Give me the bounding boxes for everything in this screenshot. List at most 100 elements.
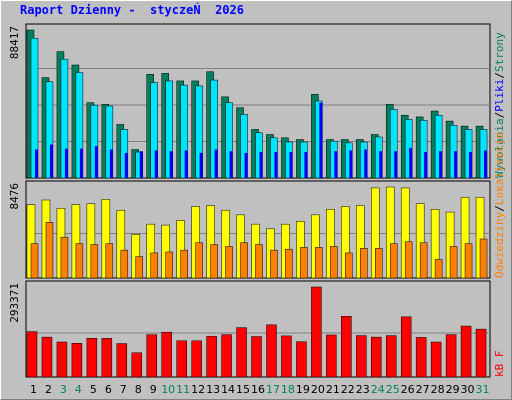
bar-odwiedziny-26 <box>404 241 413 279</box>
bar-pliki-12 <box>195 85 203 179</box>
bar-kbf-24 <box>371 336 382 378</box>
bar-kbf-7 <box>116 343 128 378</box>
x-tick-label: 28 <box>431 383 445 396</box>
bar-pliki-4 <box>75 72 84 179</box>
bar-kbf-30 <box>460 325 472 378</box>
bar-kbf-14 <box>221 334 232 378</box>
bar-odwiedziny-11 <box>180 249 188 279</box>
x-tick-label: 21 <box>326 383 340 396</box>
legend-item: / <box>493 72 506 79</box>
x-tick-label: 15 <box>236 383 250 396</box>
bar-strony-30 <box>469 152 473 178</box>
bar-odwiedziny-1 <box>30 243 39 279</box>
bar-kbf-17 <box>266 324 277 378</box>
bar-strony-4 <box>79 148 83 178</box>
bar-strony-11 <box>184 150 188 178</box>
bar-strony-20 <box>319 102 323 178</box>
bar-odwiedziny-10 <box>165 251 173 279</box>
x-tick-label: 18 <box>281 383 295 396</box>
legend-label: Odwiedziny/Lokalizacje <box>493 132 506 278</box>
bar-strony-25 <box>394 151 398 178</box>
bar-kbf-10 <box>161 331 172 378</box>
bar-odwiedziny-25 <box>389 243 398 279</box>
bar-odwiedziny-27 <box>419 242 428 279</box>
bar-strony-27 <box>424 152 428 178</box>
x-tick-label: 9 <box>150 383 157 396</box>
bar-kbf-11 <box>176 340 187 378</box>
bar-kbf-28 <box>430 341 442 378</box>
bar-strony-2 <box>49 144 53 178</box>
bar-pliki-5 <box>90 104 99 179</box>
bar-strony-21 <box>334 151 338 178</box>
bar-odwiedziny-19 <box>300 247 308 279</box>
bar-odwiedziny-30 <box>464 243 473 279</box>
bar-pliki-13 <box>210 79 218 179</box>
bar-odwiedziny-31 <box>479 238 488 279</box>
bar-strony-14 <box>229 151 233 178</box>
bar-pliki-1 <box>30 37 39 179</box>
legend-item: kB F <box>493 351 506 378</box>
bar-kbf-22 <box>341 316 352 378</box>
legend-item: Lokalizacje <box>493 132 506 205</box>
bar-pliki-11 <box>180 84 188 179</box>
bar-strony-17 <box>274 152 278 178</box>
bar-odwiedziny-22 <box>345 252 353 279</box>
bar-kbf-8 <box>131 352 143 378</box>
bar-strony-26 <box>409 147 413 178</box>
bar-kbf-15 <box>236 327 247 378</box>
y-max-label: 88417 <box>8 26 21 59</box>
bar-strony-19 <box>304 152 308 178</box>
x-tick-label: 14 <box>221 383 235 396</box>
y-max-label: 8476 <box>8 183 21 210</box>
bar-kbf-16 <box>251 336 262 378</box>
bar-strony-22 <box>349 150 353 178</box>
bar-strony-12 <box>199 152 203 178</box>
bar-kbf-29 <box>445 334 457 378</box>
bar-kbf-1 <box>26 331 38 378</box>
x-tick-label: 5 <box>90 383 97 396</box>
bar-odwiedziny-13 <box>210 244 218 279</box>
bar-strony-3 <box>64 148 68 178</box>
legend-label: kB F <box>493 351 506 378</box>
x-tick-label: 31 <box>476 383 490 396</box>
legend-item: Wywołania <box>493 118 506 178</box>
x-tick-label: 19 <box>296 383 310 396</box>
bar-kbf-19 <box>296 341 307 378</box>
bar-kbf-31 <box>475 328 487 378</box>
x-tick-label: 1 <box>30 383 37 396</box>
bar-kbf-20 <box>311 286 322 378</box>
bar-kbf-2 <box>41 336 53 378</box>
x-tick-label: 12 <box>191 383 205 396</box>
x-tick-label: 22 <box>341 383 355 396</box>
legend-item: Strony <box>493 32 506 72</box>
bar-kbf-26 <box>400 316 412 378</box>
bar-kbf-23 <box>356 335 367 378</box>
bar-kbf-9 <box>146 334 157 378</box>
x-tick-label: 3 <box>60 383 67 396</box>
x-tick-label: 8 <box>135 383 142 396</box>
bar-kbf-21 <box>326 334 337 378</box>
bar-odwiedziny-3 <box>60 236 69 279</box>
bar-kbf-13 <box>206 335 217 378</box>
bar-odwiedziny-16 <box>255 244 263 279</box>
bar-odwiedziny-24 <box>375 248 383 279</box>
x-tick-label: 11 <box>176 383 190 396</box>
legend-label: Wywołania/Pliki/Strony <box>493 32 506 178</box>
x-tick-label: 30 <box>461 383 475 396</box>
bar-strony-18 <box>289 152 293 178</box>
bar-pliki-15 <box>240 114 248 179</box>
bar-kbf-27 <box>415 337 427 378</box>
x-tick-label: 6 <box>105 383 112 396</box>
bar-strony-7 <box>124 152 128 178</box>
bar-odwiedziny-5 <box>90 244 99 279</box>
bar-strony-5 <box>94 146 98 178</box>
bar-odwiedziny-28 <box>434 259 443 279</box>
bar-odwiedziny-18 <box>285 248 293 279</box>
x-tick-label: 10 <box>161 383 175 396</box>
bar-odwiedziny-8 <box>135 256 144 279</box>
bar-strony-24 <box>379 151 383 178</box>
bar-strony-23 <box>364 149 368 178</box>
bar-kbf-25 <box>385 335 397 378</box>
bar-odwiedziny-17 <box>270 249 278 279</box>
